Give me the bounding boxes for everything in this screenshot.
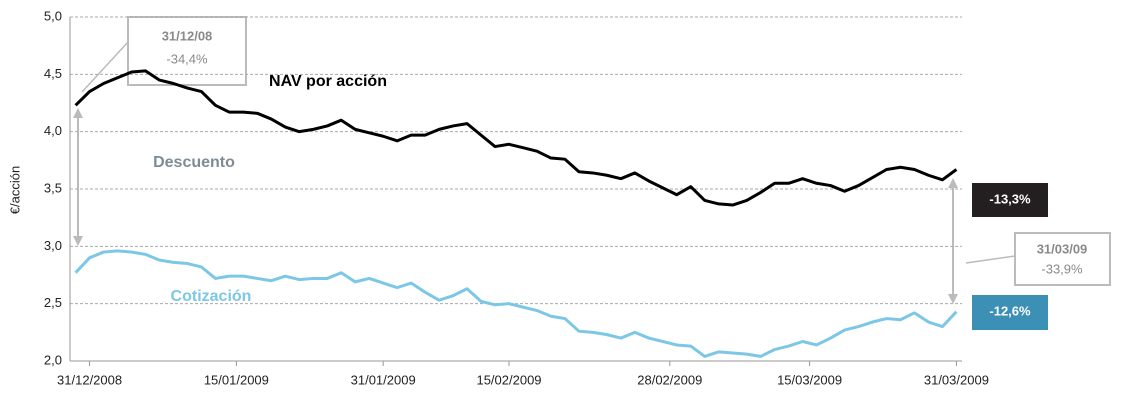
x-tick-label: 15/01/2009 <box>204 372 269 387</box>
series-label: Cotización <box>171 288 252 305</box>
line-series <box>74 249 958 358</box>
start-date: 31/12/08 <box>162 28 213 43</box>
price-change: -12,6% <box>989 303 1031 318</box>
y-tick-label: 3,0 <box>44 238 62 253</box>
series-label: NAV por acción <box>269 73 387 90</box>
x-tick-label: 28/02/2009 <box>637 372 702 387</box>
nav-change: -13,3% <box>989 191 1031 206</box>
end-discount: -33,9% <box>1041 261 1083 276</box>
x-tick-label: 15/03/2009 <box>777 372 842 387</box>
start-discount: -34,4% <box>166 51 208 66</box>
y-tick-label: 3,5 <box>44 180 62 195</box>
x-tick-label: 15/02/2009 <box>476 372 541 387</box>
end-box <box>1014 232 1111 286</box>
y-tick-label: 5,0 <box>44 8 62 23</box>
y-axis-label: €/acción <box>7 166 22 214</box>
discount-label: Descuento <box>153 154 235 171</box>
discount-arrows <box>73 41 1016 304</box>
y-tick-label: 4,0 <box>44 123 62 138</box>
x-tick-label: 31/03/2009 <box>924 372 989 387</box>
y-tick-label: 4,5 <box>44 66 62 81</box>
x-tick-label: 31/01/2009 <box>351 372 416 387</box>
y-tick-label: 2,0 <box>44 352 62 367</box>
y-tick-label: 2,5 <box>44 295 62 310</box>
price-change-box <box>972 295 1048 330</box>
end-date: 31/03/09 <box>1037 241 1088 256</box>
line-series <box>74 69 958 207</box>
x-tick-label: 31/12/2008 <box>57 372 122 387</box>
nav-change-box <box>972 183 1048 217</box>
